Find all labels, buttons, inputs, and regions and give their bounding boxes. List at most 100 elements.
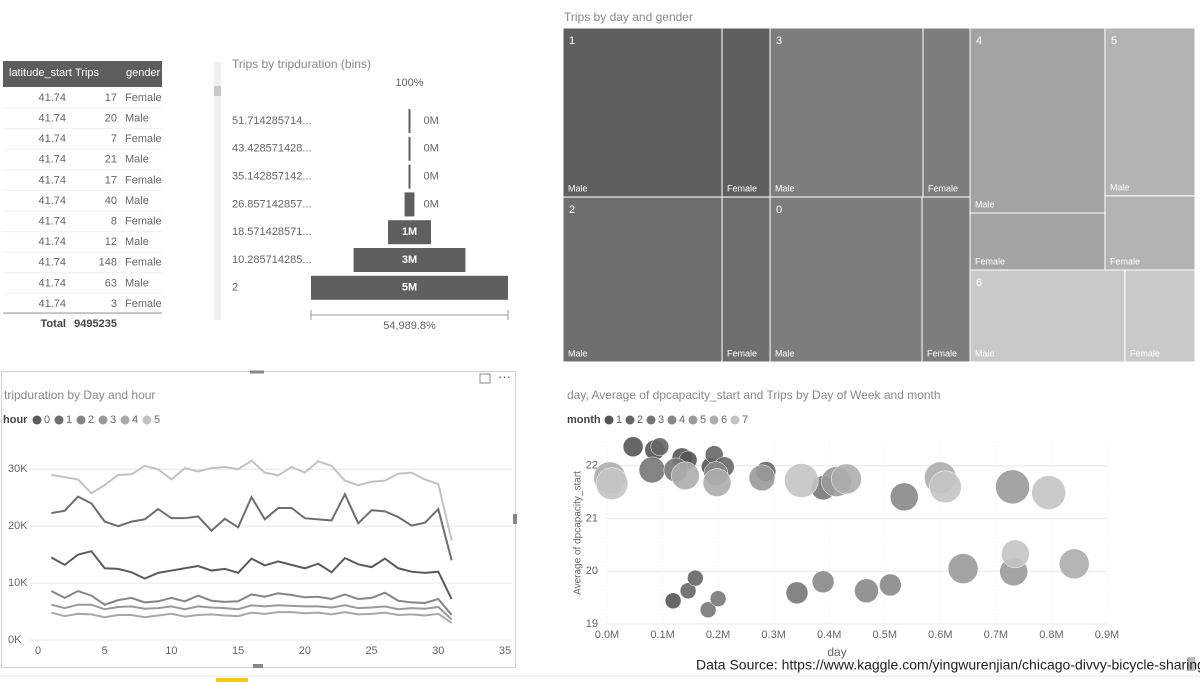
x-tick-label: 0.7M [984, 629, 1008, 641]
y-tick-label: 22 [586, 460, 598, 472]
legend-marker [688, 415, 698, 425]
table-cell: 41.74 [38, 92, 66, 104]
category-label: 26.857142857... [232, 198, 312, 210]
treemap-cell [769, 27, 924, 198]
value-label: 3M [402, 254, 417, 266]
x-tick-label: 15 [232, 645, 244, 657]
series-line [50, 550, 453, 600]
bubble [699, 601, 717, 619]
legend-marker [142, 415, 152, 425]
resize-handle[interactable] [513, 514, 517, 524]
x-tick-label: 0.1M [650, 629, 674, 641]
bubble [687, 569, 704, 587]
bubble [879, 573, 902, 597]
table-cell: Female [125, 174, 162, 186]
bubble [679, 582, 697, 600]
table-cell: 8 [111, 216, 117, 228]
x-tick-label: 30 [432, 645, 444, 657]
legend-marker [98, 415, 108, 425]
legend-label: 5 [154, 414, 160, 426]
legend-marker [625, 415, 635, 425]
group-label: 0 [776, 204, 782, 216]
treemap-cell [1104, 27, 1196, 197]
y-tick-label: 21 [586, 512, 598, 524]
group-label: 6 [976, 277, 982, 289]
table-cell: 12 [105, 236, 117, 248]
bubble [947, 553, 979, 584]
y-tick-label: 0K [8, 634, 22, 646]
table-cell: Male [125, 195, 149, 207]
x-tick-label: 5 [102, 645, 108, 657]
page-tab[interactable] [216, 678, 248, 682]
table-cell: 17 [105, 174, 117, 186]
chart-title: day, Average of dpcapacity_start and Tri… [567, 388, 941, 402]
footer: Data Source: https://www.kaggle.com/ying… [696, 657, 1200, 673]
group-label: 5 [1111, 35, 1117, 47]
table-cell: 41.74 [38, 195, 66, 207]
bubble [995, 469, 1030, 505]
treemap-cell [922, 27, 971, 198]
legend-label: 7 [742, 414, 748, 426]
treemap-cell [721, 27, 771, 198]
table-cell: 41.74 [38, 236, 66, 248]
scroll-thumb[interactable] [214, 86, 221, 96]
bubble [929, 470, 962, 504]
funnel-bar [388, 220, 431, 245]
scrollbar[interactable] [1187, 657, 1195, 671]
focus-icon[interactable] [479, 373, 491, 384]
table-header: Trips [75, 67, 100, 79]
funnel-bar [408, 109, 411, 133]
more-options[interactable]: ⋯ [498, 369, 511, 384]
table-header: gender [126, 67, 161, 79]
cell-label: Male [775, 183, 795, 193]
table-cell: 63 [105, 277, 117, 289]
cell-label: Female [1130, 348, 1160, 358]
legend-marker [54, 415, 64, 425]
x-tick-label: 25 [365, 645, 377, 657]
bubble [811, 570, 835, 594]
table-cell: 41.74 [38, 277, 66, 289]
value-label: 0M [424, 143, 439, 155]
x-tick-label: 20 [299, 645, 311, 657]
bubble [671, 461, 700, 491]
total-label: Total [41, 318, 66, 330]
cell-label: Female [927, 348, 957, 358]
funnel-bottom-label: 54,989.8% [383, 320, 436, 332]
x-tick-label: 0.4M [817, 629, 841, 641]
value-label: 1M [402, 226, 417, 238]
y-tick-label: 19 [586, 618, 598, 630]
treemap-cell [921, 196, 971, 363]
legend-title: month [567, 414, 601, 426]
table-cell: 40 [105, 195, 117, 207]
x-tick-label: 0.6M [928, 629, 952, 641]
visual-frame[interactable] [1, 371, 516, 668]
cell-label: Male [568, 183, 588, 193]
category-label: 2 [232, 282, 238, 294]
table-cell: 41.74 [38, 154, 66, 166]
chart-title: Trips by tripduration (bins) [232, 57, 371, 71]
table-cell: 21 [105, 154, 117, 166]
scrollbar[interactable] [214, 62, 221, 320]
table-cell: 41.74 [38, 174, 66, 186]
bubble [650, 437, 670, 456]
funnel-bar [311, 275, 508, 300]
x-tick-label: 0.2M [706, 629, 730, 641]
funnel-bar [353, 248, 466, 272]
table-header: latitude_start [9, 67, 72, 79]
table-header-bg [3, 61, 162, 87]
bubble [831, 463, 862, 495]
table-cell: Male [125, 236, 149, 248]
treemap-cell [562, 196, 723, 363]
legend-marker [604, 415, 614, 425]
bubble [1031, 475, 1066, 510]
legend-marker [667, 415, 677, 425]
table-cell: 41.74 [38, 216, 66, 228]
legend-marker [120, 415, 130, 425]
table-cell: 41.74 [38, 298, 66, 310]
treemap-cell [769, 196, 923, 363]
resize-handle[interactable] [253, 664, 263, 668]
bubble [1058, 548, 1090, 580]
funnel-bar [404, 192, 415, 217]
cell-label: Female [1110, 256, 1140, 266]
